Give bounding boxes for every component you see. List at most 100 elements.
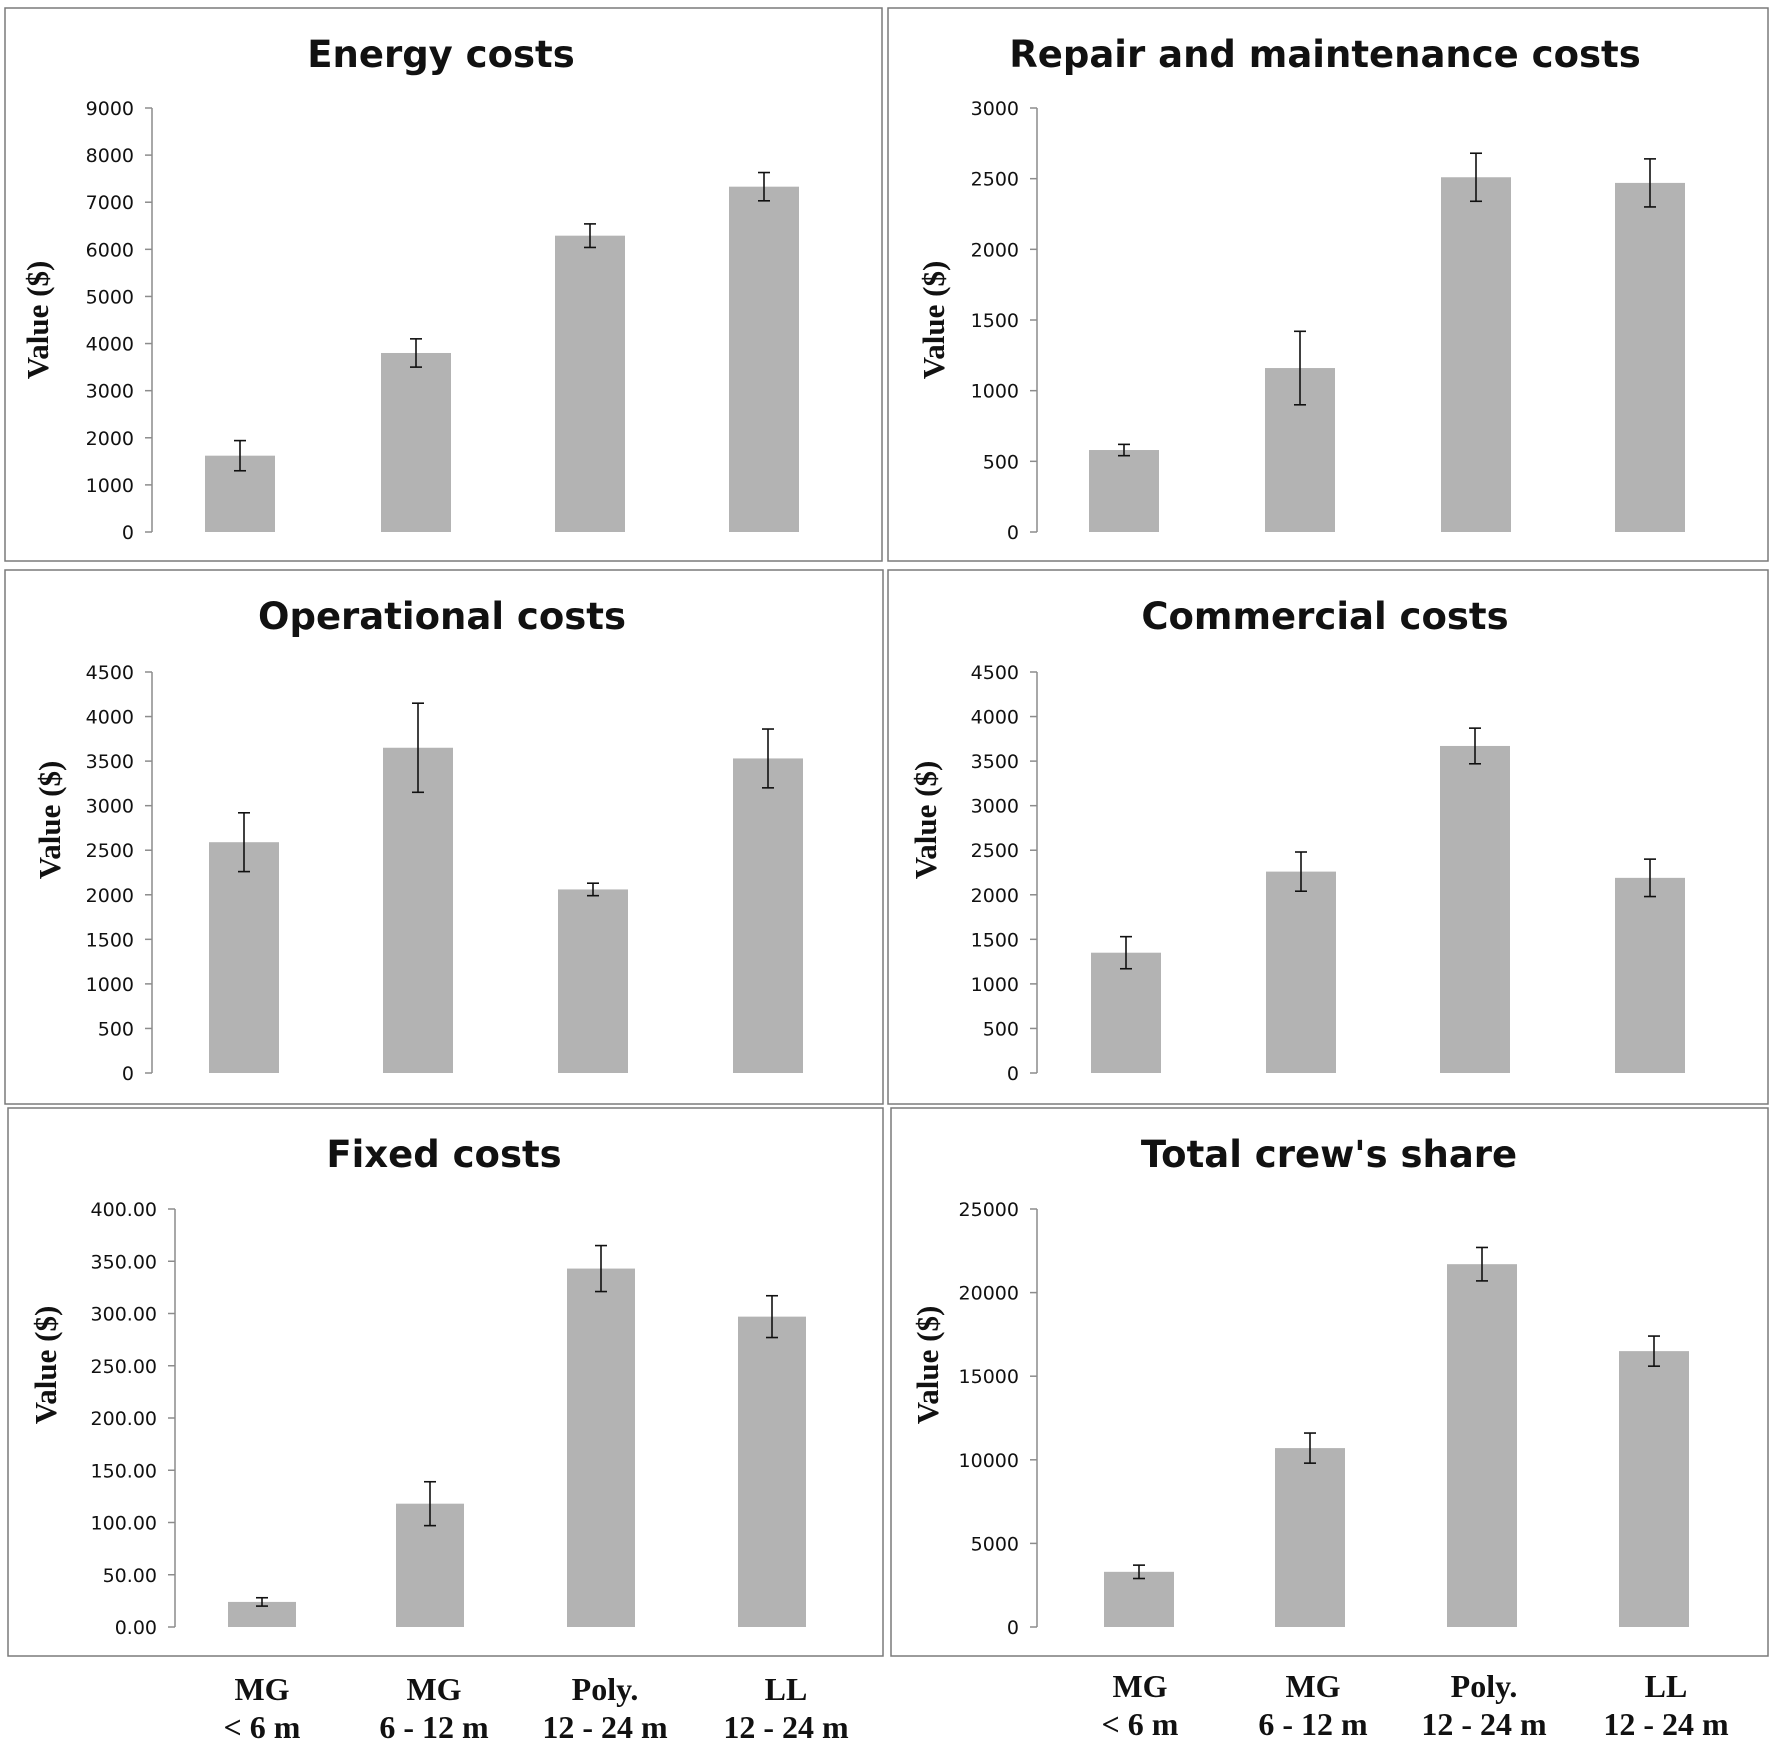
chart-title: Operational costs <box>258 595 626 638</box>
y-tick-label: 1000 <box>86 475 134 497</box>
y-axis-label: Value ($) <box>32 761 67 880</box>
y-tick-label: 25000 <box>959 1199 1019 1221</box>
y-tick-label: 350.00 <box>91 1251 157 1273</box>
y-tick-label: 150.00 <box>91 1460 157 1482</box>
y-tick-label: 5000 <box>86 286 134 308</box>
bar <box>555 235 625 532</box>
y-axis-label: Value ($) <box>28 1306 63 1425</box>
y-tick-label: 500 <box>983 1018 1019 1040</box>
y-tick-label: 500 <box>983 451 1019 473</box>
y-tick-label: 1000 <box>971 381 1019 403</box>
x-category-label: < 6 m <box>224 1709 301 1745</box>
chart-title: Fixed costs <box>326 1133 561 1176</box>
y-tick-label: 3000 <box>971 98 1019 120</box>
x-category-label: Poly. <box>572 1671 639 1707</box>
y-axis-label: Value ($) <box>20 261 55 380</box>
x-category-label: 6 - 12 m <box>1258 1706 1368 1742</box>
x-category-label: LL <box>765 1671 808 1707</box>
y-tick-label: 1000 <box>971 974 1019 996</box>
bar <box>209 842 279 1073</box>
y-tick-label: 2500 <box>971 169 1019 191</box>
y-tick-label: 2000 <box>971 885 1019 907</box>
x-category-label: 6 - 12 m <box>379 1709 489 1745</box>
x-category-label: 12 - 24 m <box>1421 1706 1547 1742</box>
y-tick-label: 2000 <box>86 885 134 907</box>
bar <box>738 1316 806 1627</box>
bar <box>381 352 451 532</box>
y-tick-label: 2000 <box>971 239 1019 261</box>
x-category-label: MG <box>406 1671 461 1707</box>
x-category-label: < 6 m <box>1102 1706 1179 1742</box>
chart-panel: Repair and maintenance costs Value ($) 0 50… <box>887 7 1769 562</box>
y-axis-label: Value ($) <box>916 261 951 380</box>
y-tick-label: 2500 <box>86 840 134 862</box>
y-tick-label: 200.00 <box>91 1408 157 1430</box>
x-category-label: MG <box>1112 1668 1167 1704</box>
y-axis-label: Value ($) <box>910 1306 945 1425</box>
x-category-label: MG <box>234 1671 289 1707</box>
bar <box>558 889 628 1073</box>
bar <box>1440 745 1510 1073</box>
y-tick-label: 2000 <box>86 428 134 450</box>
y-tick-label: 250.00 <box>91 1356 157 1378</box>
y-tick-label: 3000 <box>86 796 134 818</box>
y-tick-label: 10000 <box>959 1450 1019 1472</box>
chart-panel: Energy costs Value ($) 0 1000 2000 3000 4000 50… <box>4 7 883 562</box>
y-tick-label: 3000 <box>86 381 134 403</box>
y-tick-label: 1500 <box>971 310 1019 332</box>
y-tick-label: 1500 <box>971 929 1019 951</box>
chart-title: Total crew's share <box>1141 1133 1517 1176</box>
bar <box>1089 450 1159 532</box>
y-tick-label: 0 <box>1007 522 1019 544</box>
chart-title: Repair and maintenance costs <box>1009 33 1641 76</box>
chart-panel: Total crew's share Value ($) 0 5000 10000 150… <box>890 1107 1769 1657</box>
bar <box>1619 1351 1689 1627</box>
y-tick-label: 2500 <box>971 840 1019 862</box>
y-tick-label: 4500 <box>86 662 134 684</box>
chart-panel: Commercial costs Value ($) 0 500 1000 1500 200… <box>887 569 1769 1105</box>
y-tick-label: 15000 <box>959 1366 1019 1388</box>
chart-title: Commercial costs <box>1141 595 1508 638</box>
chart-panel: Fixed costs Value ($) 0.00 50.00 100.00 150.0… <box>7 1107 884 1657</box>
bar <box>1615 877 1685 1073</box>
y-tick-label: 3000 <box>971 796 1019 818</box>
bar <box>1447 1264 1517 1627</box>
y-tick-label: 400.00 <box>91 1199 157 1221</box>
y-tick-label: 4500 <box>971 662 1019 684</box>
bar <box>733 758 803 1073</box>
y-tick-label: 5000 <box>971 1533 1019 1555</box>
bar <box>1266 871 1336 1073</box>
y-tick-label: 300.00 <box>91 1304 157 1326</box>
y-tick-label: 100.00 <box>91 1513 157 1535</box>
y-tick-label: 4000 <box>86 334 134 356</box>
y-tick-label: 6000 <box>86 239 134 261</box>
bar <box>1615 182 1685 532</box>
bar <box>383 747 453 1073</box>
x-category-label: 12 - 24 m <box>1603 1706 1729 1742</box>
bar <box>1091 952 1161 1073</box>
y-tick-label: 7000 <box>86 192 134 214</box>
y-tick-label: 500 <box>98 1018 134 1040</box>
y-tick-label: 9000 <box>86 98 134 120</box>
y-tick-label: 4000 <box>86 707 134 729</box>
bar <box>567 1268 635 1627</box>
x-category-label: 12 - 24 m <box>542 1709 668 1745</box>
y-tick-label: 3500 <box>86 751 134 773</box>
bar <box>729 186 799 533</box>
x-category-label: MG <box>1285 1668 1340 1704</box>
bar <box>1275 1448 1345 1627</box>
x-category-label: Poly. <box>1451 1668 1518 1704</box>
y-tick-label: 1500 <box>86 929 134 951</box>
x-category-label: LL <box>1645 1668 1688 1704</box>
y-tick-label: 8000 <box>86 145 134 167</box>
y-tick-label: 4000 <box>971 707 1019 729</box>
y-tick-label: 0 <box>122 1063 134 1085</box>
y-tick-label: 1000 <box>86 974 134 996</box>
chart-title: Energy costs <box>307 33 575 76</box>
bar <box>1441 177 1511 532</box>
y-tick-label: 0 <box>122 522 134 544</box>
x-category-label: 12 - 24 m <box>723 1709 849 1745</box>
y-tick-label: 3500 <box>971 751 1019 773</box>
y-tick-label: 0 <box>1007 1063 1019 1085</box>
